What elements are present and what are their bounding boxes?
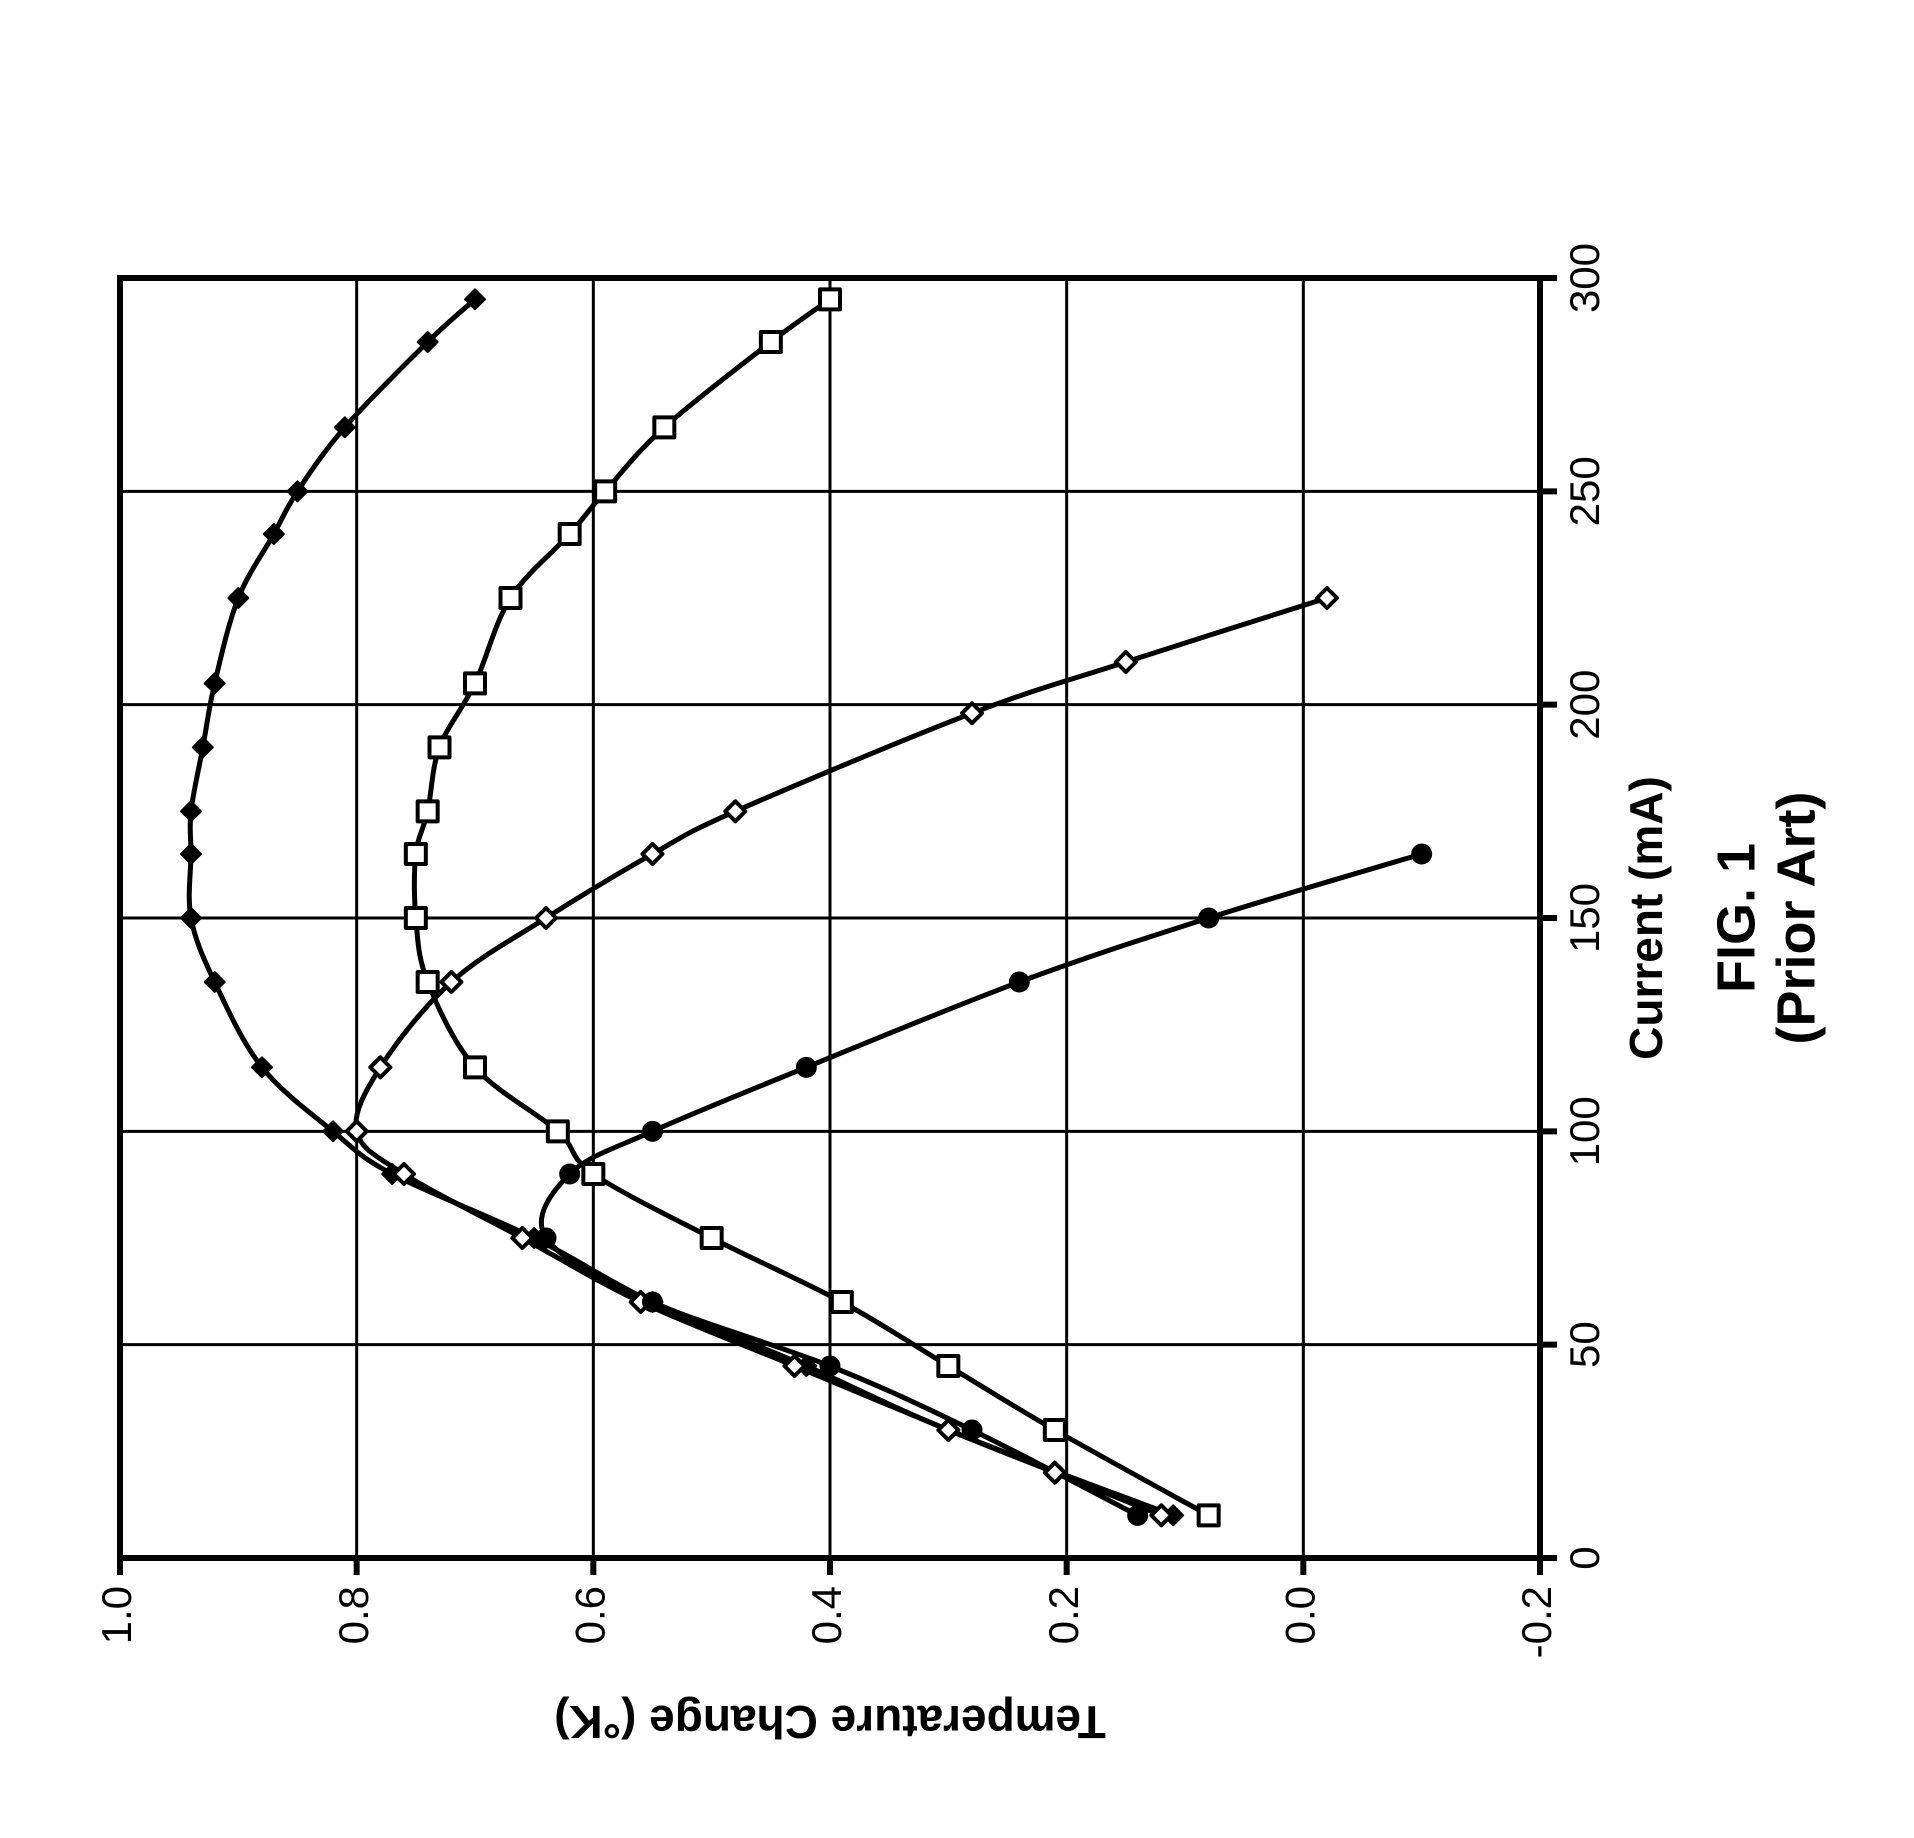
svg-text:Temperature Change (°K): Temperature Change (°K) bbox=[554, 1696, 1106, 1748]
svg-text:0: 0 bbox=[1561, 1546, 1608, 1569]
svg-text:200: 200 bbox=[1561, 670, 1608, 740]
svg-text:300: 300 bbox=[1561, 243, 1608, 313]
svg-text:250: 250 bbox=[1561, 456, 1608, 526]
svg-text:0.2: 0.2 bbox=[1040, 1586, 1087, 1644]
svg-text:0.0: 0.0 bbox=[1276, 1586, 1323, 1644]
chart-stage: 0 50 100 150 200 250 300 -0.2 0.0 0.2 0.4 0.6 0.8 1.0… bbox=[0, 0, 1914, 1838]
svg-text:-0.2: -0.2 bbox=[1513, 1586, 1560, 1658]
svg-text:(Prior Art): (Prior Art) bbox=[1766, 792, 1826, 1045]
svg-text:Current (mA): Current (mA) bbox=[1620, 776, 1672, 1060]
svg-text:0.8: 0.8 bbox=[330, 1586, 377, 1644]
svg-text:100: 100 bbox=[1561, 1096, 1608, 1166]
svg-text:0.4: 0.4 bbox=[803, 1586, 850, 1644]
svg-text:FIG. 1: FIG. 1 bbox=[1706, 843, 1766, 993]
svg-text:0.6: 0.6 bbox=[566, 1586, 613, 1644]
svg-text:50: 50 bbox=[1561, 1321, 1608, 1368]
svg-text:1.0: 1.0 bbox=[93, 1586, 140, 1644]
svg-text:150: 150 bbox=[1561, 883, 1608, 953]
